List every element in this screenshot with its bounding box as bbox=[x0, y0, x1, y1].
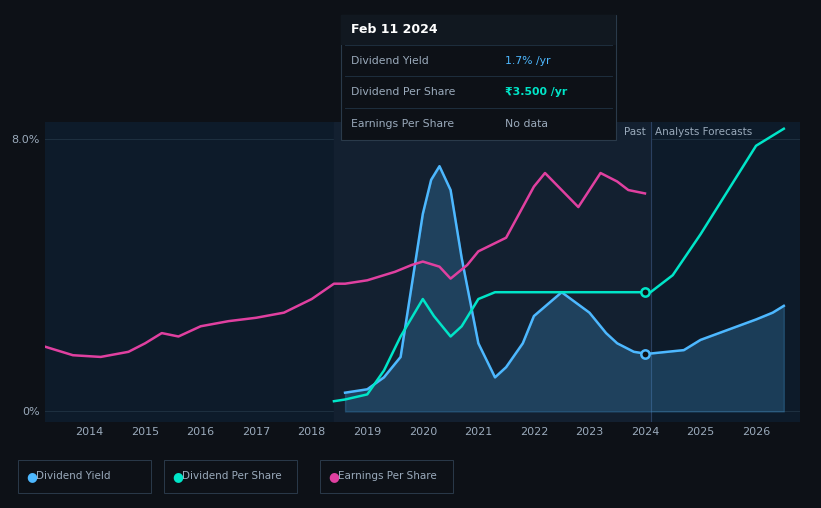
Text: Earnings Per Share: Earnings Per Share bbox=[351, 119, 454, 129]
Text: Dividend Per Share: Dividend Per Share bbox=[182, 471, 282, 481]
Text: ●: ● bbox=[172, 470, 183, 483]
Text: Earnings Per Share: Earnings Per Share bbox=[338, 471, 437, 481]
Text: No data: No data bbox=[505, 119, 548, 129]
Text: Dividend Yield: Dividend Yield bbox=[351, 55, 429, 66]
Bar bbox=[334, 122, 650, 422]
Text: Analysts Forecasts: Analysts Forecasts bbox=[655, 127, 752, 137]
Text: ●: ● bbox=[26, 470, 37, 483]
Text: 1.7% /yr: 1.7% /yr bbox=[505, 55, 550, 66]
Text: Dividend Yield: Dividend Yield bbox=[36, 471, 111, 481]
Text: ₹3.500 /yr: ₹3.500 /yr bbox=[505, 87, 567, 97]
Text: Dividend Per Share: Dividend Per Share bbox=[351, 87, 455, 97]
Text: ●: ● bbox=[328, 470, 339, 483]
Text: Feb 11 2024: Feb 11 2024 bbox=[351, 23, 438, 37]
Text: Past: Past bbox=[624, 127, 646, 137]
